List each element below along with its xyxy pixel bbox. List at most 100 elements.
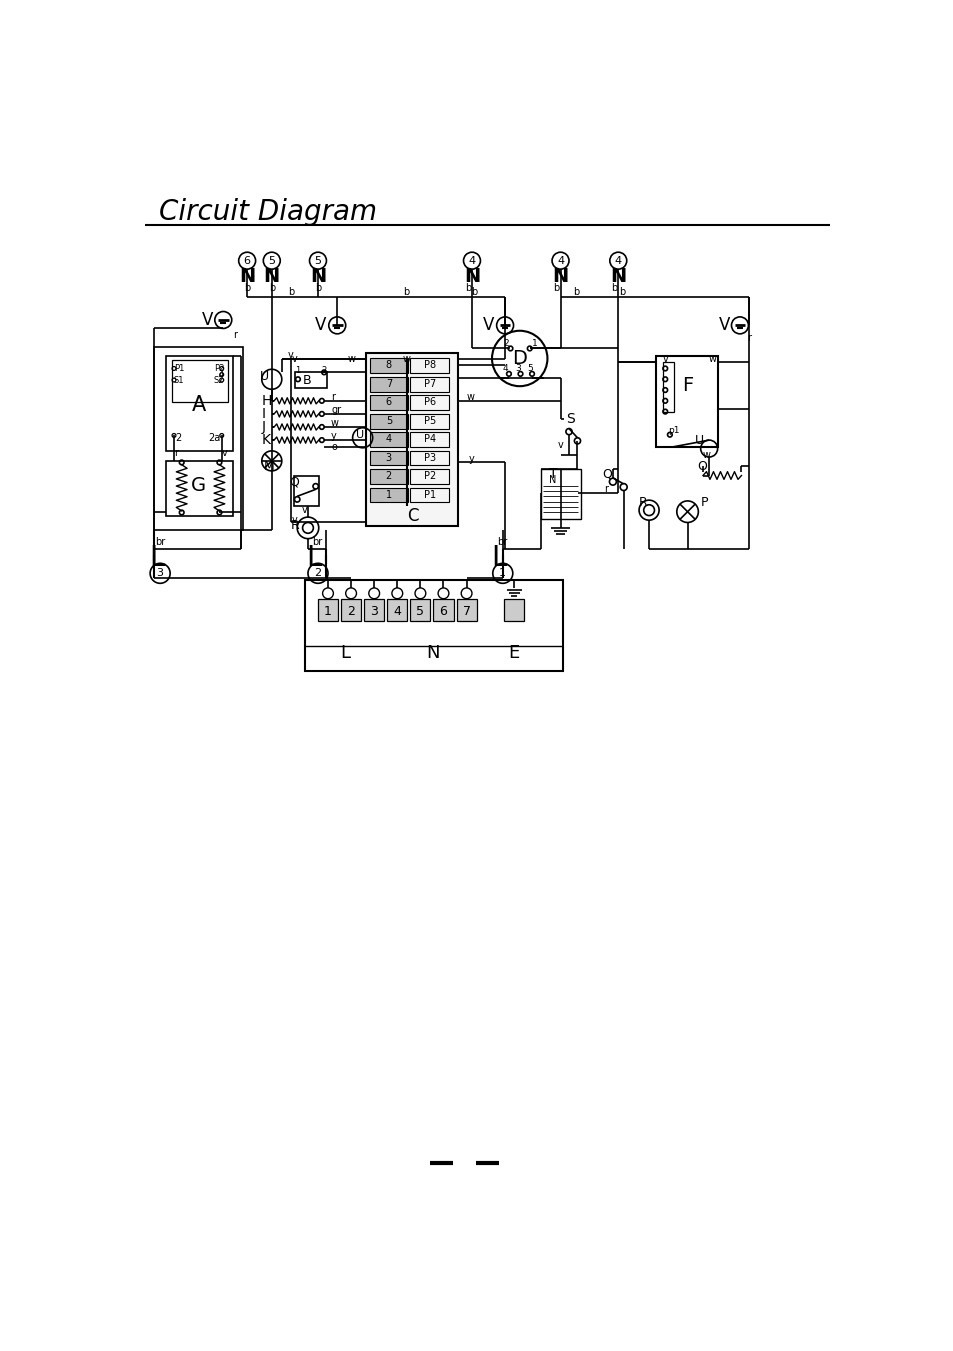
Text: r: r <box>603 485 607 494</box>
Text: w: w <box>331 419 338 428</box>
Text: R: R <box>639 496 647 509</box>
Text: J: J <box>261 420 266 434</box>
Bar <box>294 477 318 505</box>
Text: Q: Q <box>289 476 299 488</box>
Text: P2: P2 <box>213 363 224 373</box>
Text: V: V <box>719 316 729 334</box>
Text: v: v <box>222 449 228 458</box>
Text: 4: 4 <box>468 255 475 266</box>
Bar <box>410 469 449 484</box>
Text: 7: 7 <box>462 604 470 617</box>
Text: b: b <box>572 288 578 297</box>
Text: P8: P8 <box>423 361 436 370</box>
Bar <box>166 357 233 451</box>
Text: v: v <box>302 505 308 515</box>
Text: Q: Q <box>601 467 611 481</box>
Bar <box>369 469 408 484</box>
Text: C: C <box>407 508 418 526</box>
Text: 2: 2 <box>321 366 327 376</box>
Text: P1: P1 <box>423 490 436 500</box>
Text: 1: 1 <box>532 339 537 347</box>
Bar <box>410 377 449 392</box>
Text: y: y <box>331 431 336 442</box>
Text: 4: 4 <box>502 363 508 373</box>
Text: P4: P4 <box>423 434 436 444</box>
Bar <box>410 451 449 466</box>
Text: 3: 3 <box>156 569 164 578</box>
Text: 5: 5 <box>385 416 392 426</box>
Text: N: N <box>263 266 279 285</box>
Bar <box>369 413 408 428</box>
Text: S1: S1 <box>173 376 184 385</box>
Text: H: H <box>261 394 272 408</box>
Bar <box>369 488 408 503</box>
Bar <box>410 432 449 447</box>
Text: w: w <box>466 392 474 403</box>
Bar <box>410 488 449 503</box>
Text: 8: 8 <box>385 361 392 370</box>
Text: 7: 7 <box>385 378 392 389</box>
Text: U: U <box>694 435 703 447</box>
Text: P2: P2 <box>423 471 436 481</box>
Text: v: v <box>292 515 297 526</box>
Bar <box>662 362 674 412</box>
Text: N: N <box>610 266 626 285</box>
Text: L: L <box>150 544 165 571</box>
Text: L: L <box>306 544 321 571</box>
Bar <box>364 600 384 621</box>
Bar <box>317 600 337 621</box>
Bar <box>341 600 361 621</box>
Text: N: N <box>552 266 568 285</box>
Text: v: v <box>662 354 668 365</box>
Text: v: v <box>292 354 297 365</box>
Text: V: V <box>202 311 213 330</box>
Bar <box>410 413 449 428</box>
Text: I: I <box>261 407 266 422</box>
Text: P3: P3 <box>423 453 436 463</box>
Text: b: b <box>618 288 624 297</box>
Text: 4: 4 <box>393 604 401 617</box>
Text: N: N <box>549 476 556 485</box>
Text: b: b <box>314 282 321 293</box>
Text: o: o <box>331 442 336 453</box>
Text: F: F <box>681 376 693 394</box>
Text: v: v <box>288 350 294 359</box>
Text: w: w <box>708 354 716 365</box>
Text: R: R <box>291 519 299 532</box>
Text: b: b <box>553 282 559 293</box>
Text: b: b <box>269 282 274 293</box>
Text: P6: P6 <box>423 397 436 408</box>
Text: V: V <box>482 316 494 334</box>
Text: p1: p1 <box>667 426 679 435</box>
Text: M: M <box>263 459 274 473</box>
Text: A: A <box>192 394 206 415</box>
Text: 3: 3 <box>385 453 392 463</box>
Text: N: N <box>239 266 255 285</box>
Text: b: b <box>288 288 294 297</box>
Text: O: O <box>697 459 707 473</box>
Text: 1: 1 <box>498 569 506 578</box>
Text: 1: 1 <box>295 366 300 376</box>
Text: G: G <box>191 476 206 494</box>
Text: 3: 3 <box>515 363 520 373</box>
Text: K: K <box>261 434 271 447</box>
Bar <box>410 358 449 373</box>
Bar <box>540 469 580 519</box>
Text: N: N <box>310 266 326 285</box>
Text: v: v <box>558 440 563 450</box>
Text: w: w <box>348 354 355 365</box>
Text: E: E <box>508 644 519 662</box>
Bar <box>504 600 524 621</box>
Text: w: w <box>402 354 410 365</box>
Text: 5: 5 <box>268 255 275 266</box>
Text: S: S <box>565 412 574 427</box>
Text: gr: gr <box>331 405 341 415</box>
Text: br: br <box>313 538 322 547</box>
Bar <box>369 358 408 373</box>
Text: L: L <box>491 544 506 571</box>
Bar <box>365 353 457 527</box>
Text: 5: 5 <box>314 255 321 266</box>
Text: 3: 3 <box>370 604 377 617</box>
Text: r: r <box>331 392 335 403</box>
Bar <box>410 396 449 411</box>
